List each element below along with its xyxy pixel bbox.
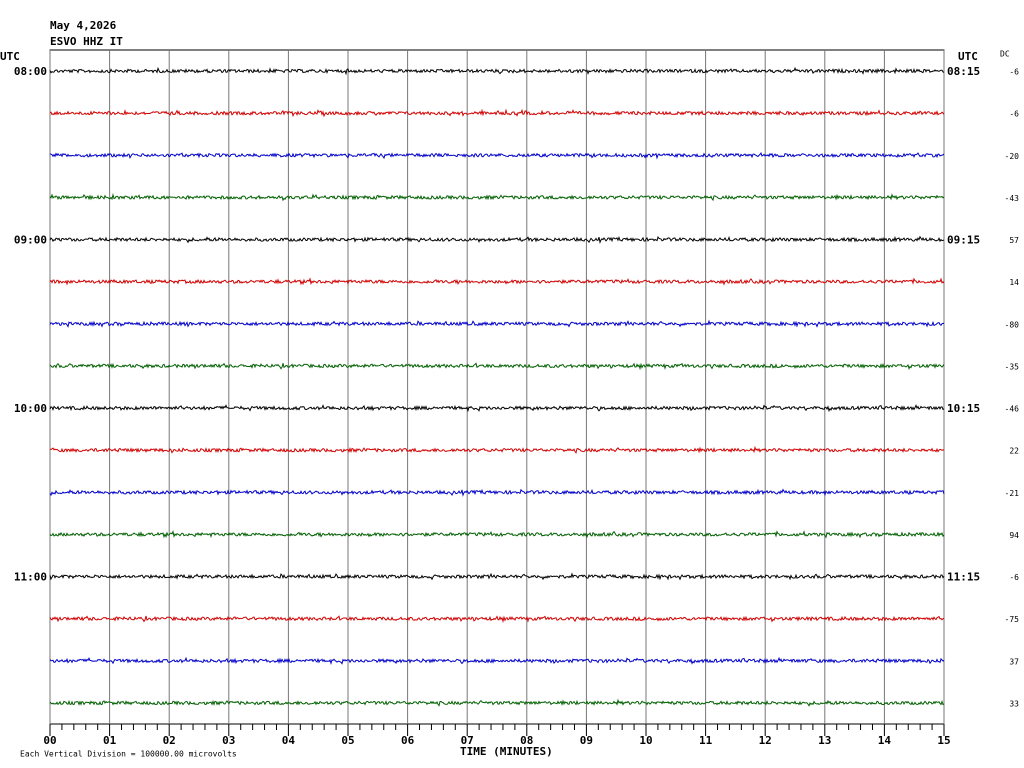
trace [49,488,945,497]
trace [49,362,945,371]
dc-value: -6 [1009,68,1019,77]
x-tick-label: 10 [639,734,652,747]
x-tick-label: 13 [818,734,831,747]
x-tick-label: 06 [401,734,415,747]
x-axis-label: TIME (MINUTES) [460,745,553,758]
x-tick-label: 01 [103,734,117,747]
trace [49,152,945,160]
x-tick-label: 15 [937,734,950,747]
dc-value: -21 [1005,489,1020,498]
right-time-label: 08:15 [947,65,980,78]
x-tick-label: 12 [759,734,772,747]
x-tick-label: 04 [282,734,296,747]
dc-value: -6 [1009,110,1019,119]
trace [49,192,945,202]
date: May 4,2026 [50,19,117,32]
right-time-label: 09:15 [947,234,980,247]
trace [49,615,945,624]
trace [49,656,945,666]
dc-value: 33 [1009,699,1019,708]
dc-value: -75 [1005,615,1020,624]
trace [49,572,945,581]
left-time-label: 10:00 [14,402,47,415]
right-time-label: 10:15 [947,402,980,415]
x-tick-label: 09 [580,734,593,747]
x-tick-label: 07 [461,734,474,747]
trace [49,66,945,76]
dc-value: -6 [1009,573,1019,582]
left-time-label: 08:00 [14,65,47,78]
footnote: Each Vertical Division = 100000.00 micro… [20,750,237,759]
trace [49,445,945,454]
left-time-label: 11:00 [14,571,47,584]
dc-value: -35 [1005,362,1020,371]
dc-value: 14 [1009,278,1019,287]
dc-header: DC [1000,50,1010,59]
dc-value: -46 [1005,405,1020,414]
right-header: UTC [958,50,978,63]
x-tick-label: 00 [43,734,56,747]
left-time-label: 09:00 [14,234,47,247]
dc-value: -43 [1005,194,1020,203]
x-tick-label: 08 [520,734,533,747]
trace [49,529,945,539]
dc-value: 37 [1009,657,1019,666]
dc-value: -80 [1005,320,1020,329]
trace [49,235,945,245]
x-tick-label: 11 [699,734,713,747]
dc-value: 57 [1009,236,1019,245]
plot-frame [49,49,945,725]
right-time-label: 11:15 [947,571,980,584]
x-tick-label: 03 [222,734,235,747]
trace [49,698,945,707]
x-tick-label: 02 [163,734,176,747]
trace [49,277,945,286]
dc-value: 94 [1009,531,1019,540]
dc-value: -20 [1005,152,1020,161]
left-header: UTC [0,50,20,63]
x-tick-label: 05 [341,734,354,747]
trace [49,319,945,328]
x-tick-label: 14 [878,734,892,747]
trace [49,108,945,118]
trace [49,404,945,413]
dc-value: 22 [1009,447,1019,456]
station: ESVO HHZ IT [50,35,123,48]
